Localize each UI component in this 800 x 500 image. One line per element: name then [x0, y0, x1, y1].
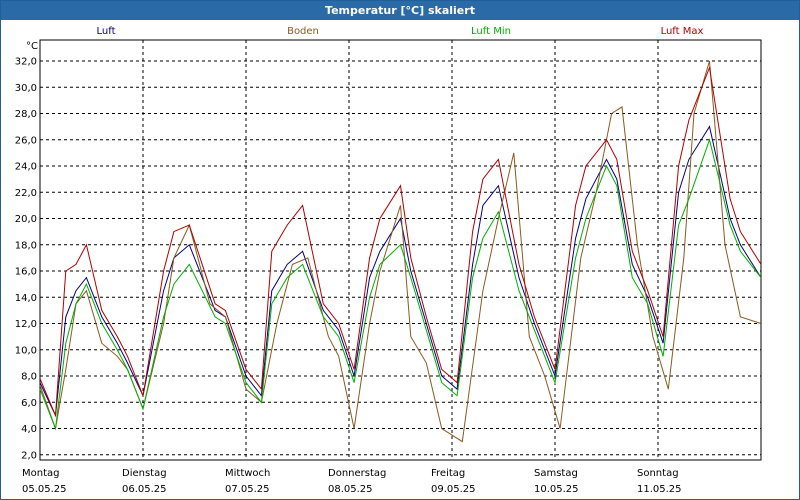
y-tick-label: 24,0	[15, 162, 37, 173]
y-tick-label: 32,0	[15, 57, 37, 68]
x-date-label: 05.05.25	[22, 484, 67, 495]
x-date-label: 11.05.25	[637, 484, 682, 495]
x-day-label: Montag	[22, 468, 59, 479]
x-date-label: 10.05.25	[534, 484, 579, 495]
y-axis-unit: °C	[26, 41, 38, 52]
y-tick-label: 28,0	[15, 109, 37, 120]
y-tick-label: 22,0	[15, 188, 37, 199]
x-day-label: Dienstag	[122, 468, 167, 479]
x-day-label: Mittwoch	[225, 468, 270, 479]
x-day-label: Freitag	[431, 468, 465, 479]
x-day-label: Samstag	[534, 468, 578, 479]
series-line-luft-max	[39, 65, 762, 416]
y-tick-label: 16,0	[15, 267, 37, 278]
plot-area	[39, 39, 762, 461]
x-date-label: 09.05.25	[431, 484, 476, 495]
y-tick-label: 20,0	[15, 214, 37, 225]
y-tick-label: 26,0	[15, 135, 37, 146]
x-day-label: Sonntag	[637, 468, 679, 479]
x-day-label: Donnerstag	[328, 468, 386, 479]
y-tick-label: 10,0	[15, 345, 37, 356]
y-tick-label: 12,0	[15, 319, 37, 330]
series-line-luft-min	[39, 138, 762, 429]
legend-item-luft-max: Luft Max	[661, 26, 704, 37]
y-tick-label: 18,0	[15, 240, 37, 251]
y-tick-label: 4,0	[21, 424, 37, 435]
y-tick-label: 30,0	[15, 83, 37, 94]
y-tick-label: 14,0	[15, 293, 37, 304]
legend-item-boden: Boden	[287, 26, 319, 37]
legend-item-luft: Luft	[97, 26, 116, 37]
y-tick-label: 6,0	[21, 398, 37, 409]
x-date-label: 07.05.25	[225, 484, 270, 495]
x-date-label: 06.05.25	[122, 484, 167, 495]
y-tick-label: 8,0	[21, 372, 37, 383]
window-title: Temperatur [°C] skaliert	[1, 1, 799, 20]
legend-item-luft-min: Luft Min	[471, 26, 511, 37]
x-date-label: 08.05.25	[328, 484, 373, 495]
y-tick-label: 2,0	[21, 450, 37, 461]
